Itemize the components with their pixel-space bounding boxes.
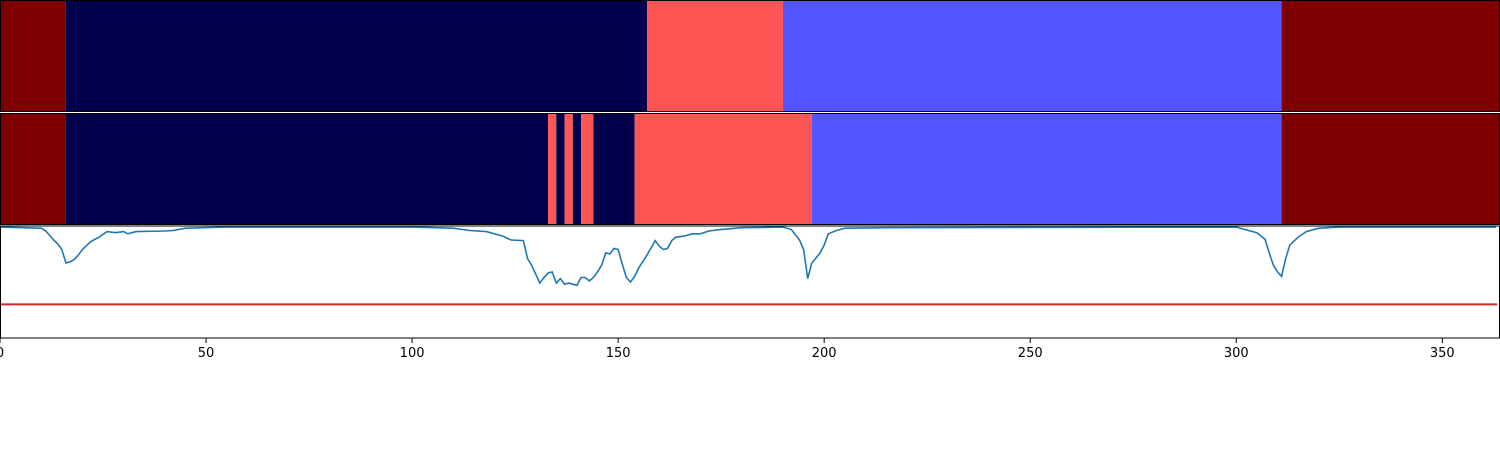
segment [564, 113, 573, 225]
x-tick-label: 100 [400, 346, 425, 361]
line-series [0, 226, 1496, 287]
segment [1281, 0, 1500, 112]
segment [811, 113, 1282, 225]
segment [65, 113, 549, 225]
x-tick-label: 300 [1224, 346, 1249, 361]
segment [0, 0, 66, 112]
x-tick-label: 350 [1430, 346, 1455, 361]
segment [593, 113, 635, 225]
segment [548, 113, 557, 225]
x-tick-label: 200 [812, 346, 837, 361]
x-tick-label: 0 [0, 346, 4, 361]
segment [581, 113, 594, 225]
segment [65, 0, 647, 112]
segment [556, 113, 565, 225]
segment [782, 0, 1282, 112]
x-tick-label: 250 [1018, 346, 1043, 361]
axes-frame [0, 225, 1500, 339]
segment [0, 113, 66, 225]
x-tick-label: 150 [606, 346, 631, 361]
segment [646, 0, 783, 112]
segment [1281, 113, 1500, 225]
x-tick-label: 50 [198, 346, 215, 361]
segment [572, 113, 582, 225]
segment [634, 113, 812, 225]
